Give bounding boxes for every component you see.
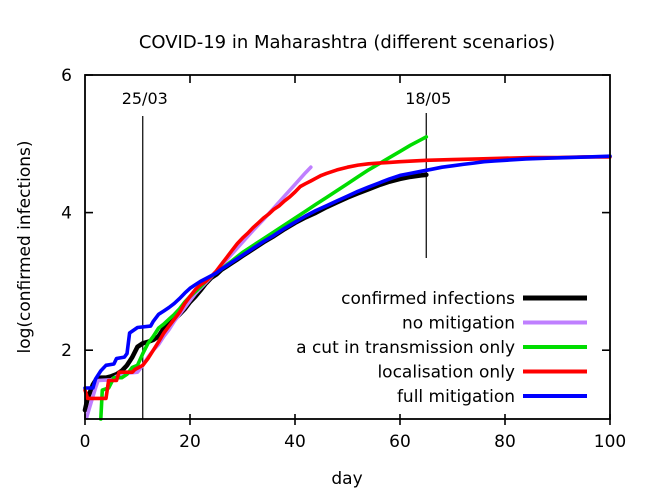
y-axis-label: log(confirmed infections) [15,140,35,353]
series-line-localisation-only [83,155,612,401]
y-tick-label: 4 [61,204,72,224]
annotation-label: 25/03 [122,89,168,108]
legend-label: full mitigation [397,387,515,407]
legend: confirmed infections no mitigation a cut i… [296,289,587,407]
x-tick-label: 0 [80,432,91,452]
series-line-full-mitigation [83,154,612,390]
x-tick-label: 20 [179,432,201,452]
x-tick-label: 60 [389,432,411,452]
axis-ticks: 0 20 40 60 80 100 2 4 6 [61,66,626,452]
x-tick-label: 40 [284,432,306,452]
legend-label: a cut in transmission only [296,338,515,358]
chart-title: COVID-19 in Maharashtra (different scena… [139,32,555,53]
annotation-lines: 25/03 18/05 [122,89,451,419]
legend-label: no mitigation [402,314,515,334]
x-axis-label: day [331,469,362,489]
y-tick-label: 6 [61,66,72,86]
x-tick-label: 80 [494,432,516,452]
legend-label: confirmed infections [341,289,515,309]
x-tick-label: 100 [594,432,626,452]
legend-label: localisation only [377,363,515,383]
y-tick-label: 2 [61,341,72,361]
plot-border [84,74,611,420]
series-lines [82,135,612,421]
annotation-label: 18/05 [405,89,451,108]
